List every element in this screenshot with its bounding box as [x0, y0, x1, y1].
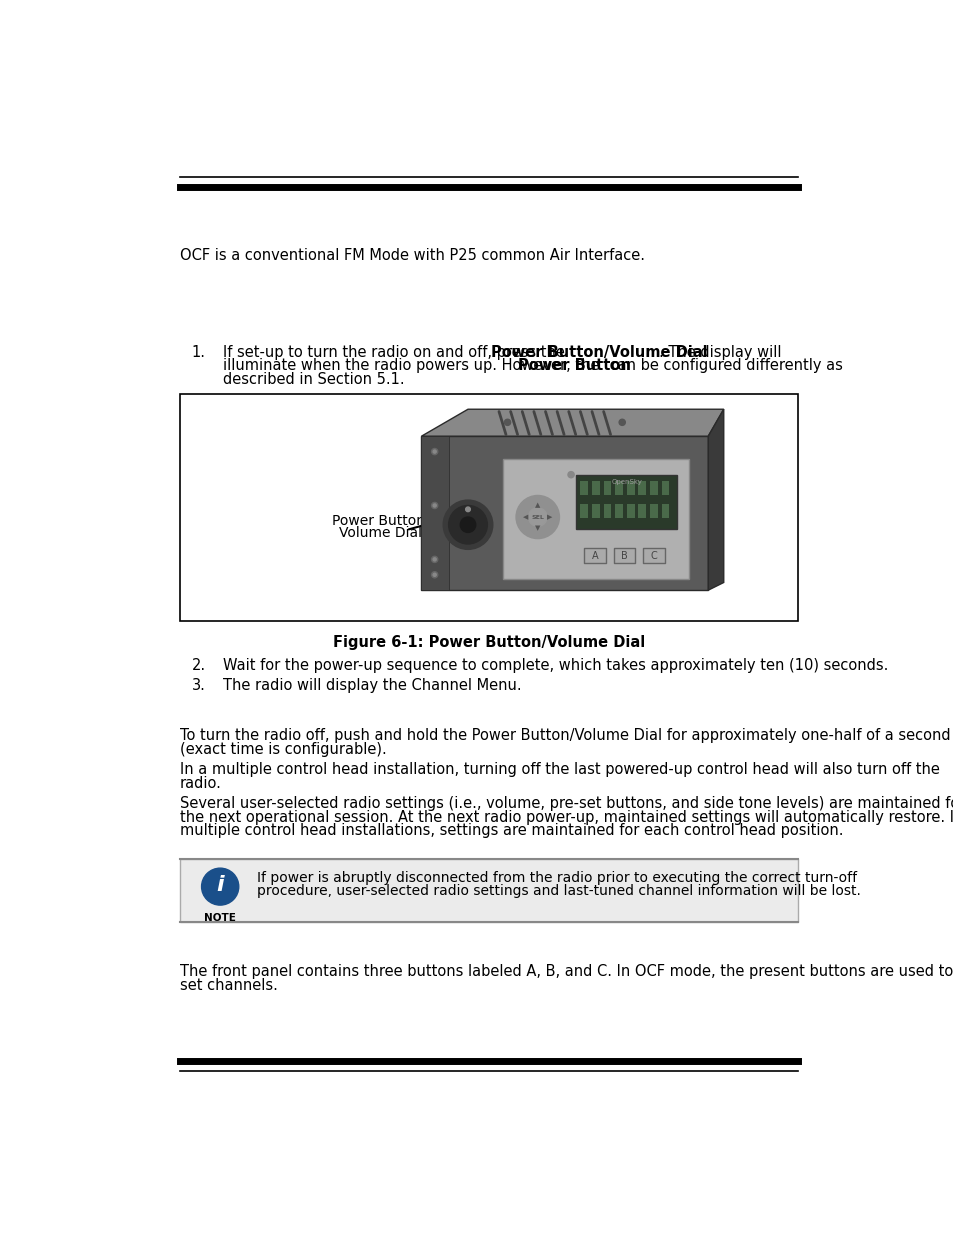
Bar — [649, 480, 658, 495]
Text: NOTE: NOTE — [204, 913, 235, 923]
Text: If set-up to turn the radio on and off, press the: If set-up to turn the radio on and off, … — [222, 345, 568, 359]
Text: i: i — [216, 876, 224, 895]
Circle shape — [201, 868, 238, 905]
Text: OpenSky: OpenSky — [611, 478, 641, 484]
Bar — [649, 504, 658, 517]
Text: A: A — [591, 551, 598, 561]
Text: Power Button/: Power Button/ — [332, 514, 430, 527]
Polygon shape — [707, 409, 723, 590]
Bar — [502, 459, 688, 579]
Circle shape — [431, 448, 437, 454]
Bar — [180, 394, 797, 621]
Text: 1.: 1. — [192, 345, 205, 359]
Text: Volume Dial: Volume Dial — [338, 526, 421, 540]
Bar — [180, 858, 797, 923]
Text: multiple control head installations, settings are maintained for each control he: multiple control head installations, set… — [180, 824, 842, 839]
Text: B: B — [620, 551, 627, 561]
Text: . The display will: . The display will — [659, 345, 781, 359]
Bar — [421, 436, 448, 590]
Text: SEL: SEL — [531, 515, 543, 520]
Text: The front panel contains three buttons labeled A, B, and C. In OCF mode, the pre: The front panel contains three buttons l… — [180, 965, 952, 979]
Text: 2.: 2. — [192, 658, 206, 673]
Text: ◀: ◀ — [523, 514, 528, 520]
Circle shape — [433, 450, 436, 453]
Bar — [626, 504, 634, 517]
Text: can be configured differently as: can be configured differently as — [605, 358, 842, 373]
Bar — [615, 480, 622, 495]
Text: Figure 6-1: Power Button/Volume Dial: Figure 6-1: Power Button/Volume Dial — [333, 635, 644, 650]
Circle shape — [431, 556, 437, 562]
Text: ▼: ▼ — [535, 526, 539, 531]
Bar — [421, 436, 707, 590]
Bar — [638, 504, 645, 517]
Bar — [576, 474, 677, 529]
Circle shape — [465, 508, 470, 511]
Circle shape — [528, 508, 546, 526]
Circle shape — [431, 572, 437, 578]
Circle shape — [448, 505, 487, 543]
Circle shape — [433, 504, 436, 508]
Text: described in Section 5.1.: described in Section 5.1. — [222, 372, 404, 388]
Text: ▶: ▶ — [546, 514, 552, 520]
Bar — [592, 480, 599, 495]
Circle shape — [567, 472, 574, 478]
Circle shape — [459, 517, 476, 532]
Text: Several user-selected radio settings (i.e., volume, pre-set buttons, and side to: Several user-selected radio settings (i.… — [180, 795, 953, 810]
Text: set channels.: set channels. — [180, 978, 277, 993]
Text: If power is abruptly disconnected from the radio prior to executing the correct : If power is abruptly disconnected from t… — [257, 871, 857, 885]
Text: procedure, user-selected radio settings and last-tuned channel information will : procedure, user-selected radio settings … — [257, 884, 861, 898]
Bar — [661, 504, 669, 517]
Text: illuminate when the radio powers up. However, the: illuminate when the radio powers up. How… — [222, 358, 603, 373]
Text: C: C — [650, 551, 657, 561]
Bar — [583, 548, 605, 563]
Circle shape — [431, 503, 437, 509]
Text: 3.: 3. — [192, 678, 205, 693]
Bar — [603, 504, 611, 517]
Circle shape — [516, 495, 558, 538]
Bar — [613, 548, 635, 563]
Text: To turn the radio off, push and hold the Power Button/Volume Dial for approximat: To turn the radio off, push and hold the… — [180, 727, 949, 743]
Bar — [579, 504, 587, 517]
Circle shape — [433, 573, 436, 577]
Text: the next operational session. At the next radio power-up, maintained settings wi: the next operational session. At the nex… — [180, 810, 953, 825]
Text: Power Button: Power Button — [517, 358, 630, 373]
Circle shape — [433, 558, 436, 561]
Text: (exact time is configurable).: (exact time is configurable). — [180, 742, 386, 757]
Bar — [638, 480, 645, 495]
Bar — [642, 548, 664, 563]
Circle shape — [618, 419, 624, 425]
Bar — [579, 480, 587, 495]
Bar — [615, 504, 622, 517]
Bar — [661, 480, 669, 495]
Text: In a multiple control head installation, turning off the last powered-up control: In a multiple control head installation,… — [180, 762, 939, 777]
Text: The radio will display the Channel Menu.: The radio will display the Channel Menu. — [222, 678, 520, 693]
Polygon shape — [421, 409, 723, 436]
Text: Power Button/Volume Dial: Power Button/Volume Dial — [491, 345, 707, 359]
Circle shape — [504, 419, 510, 425]
Bar — [592, 504, 599, 517]
Bar — [626, 480, 634, 495]
Bar — [603, 480, 611, 495]
Circle shape — [443, 500, 493, 550]
Text: OCF is a conventional FM Mode with P25 common Air Interface.: OCF is a conventional FM Mode with P25 c… — [180, 248, 644, 263]
Text: ▲: ▲ — [535, 503, 539, 509]
Text: radio.: radio. — [180, 776, 221, 790]
Text: Wait for the power-up sequence to complete, which takes approximately ten (10) s: Wait for the power-up sequence to comple… — [222, 658, 887, 673]
